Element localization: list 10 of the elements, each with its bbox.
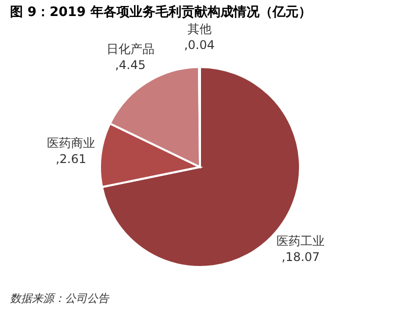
slice-label: 日化产品 [106, 42, 154, 56]
data-label: ,2.61 [56, 152, 86, 166]
chart-title: 图 9：2019 年各项业务毛利贡献构成情况（亿元） [10, 4, 312, 20]
slice-label: 其他 [187, 22, 212, 36]
slice-label: 医药工业 [276, 234, 325, 248]
source-note: 数据来源：公司公告 [10, 292, 110, 305]
slice-label: 医药商业 [47, 136, 95, 150]
data-label: ,18.07 [282, 250, 320, 264]
data-label: ,0.04 [184, 38, 215, 52]
data-label: ,4.45 [115, 58, 146, 72]
